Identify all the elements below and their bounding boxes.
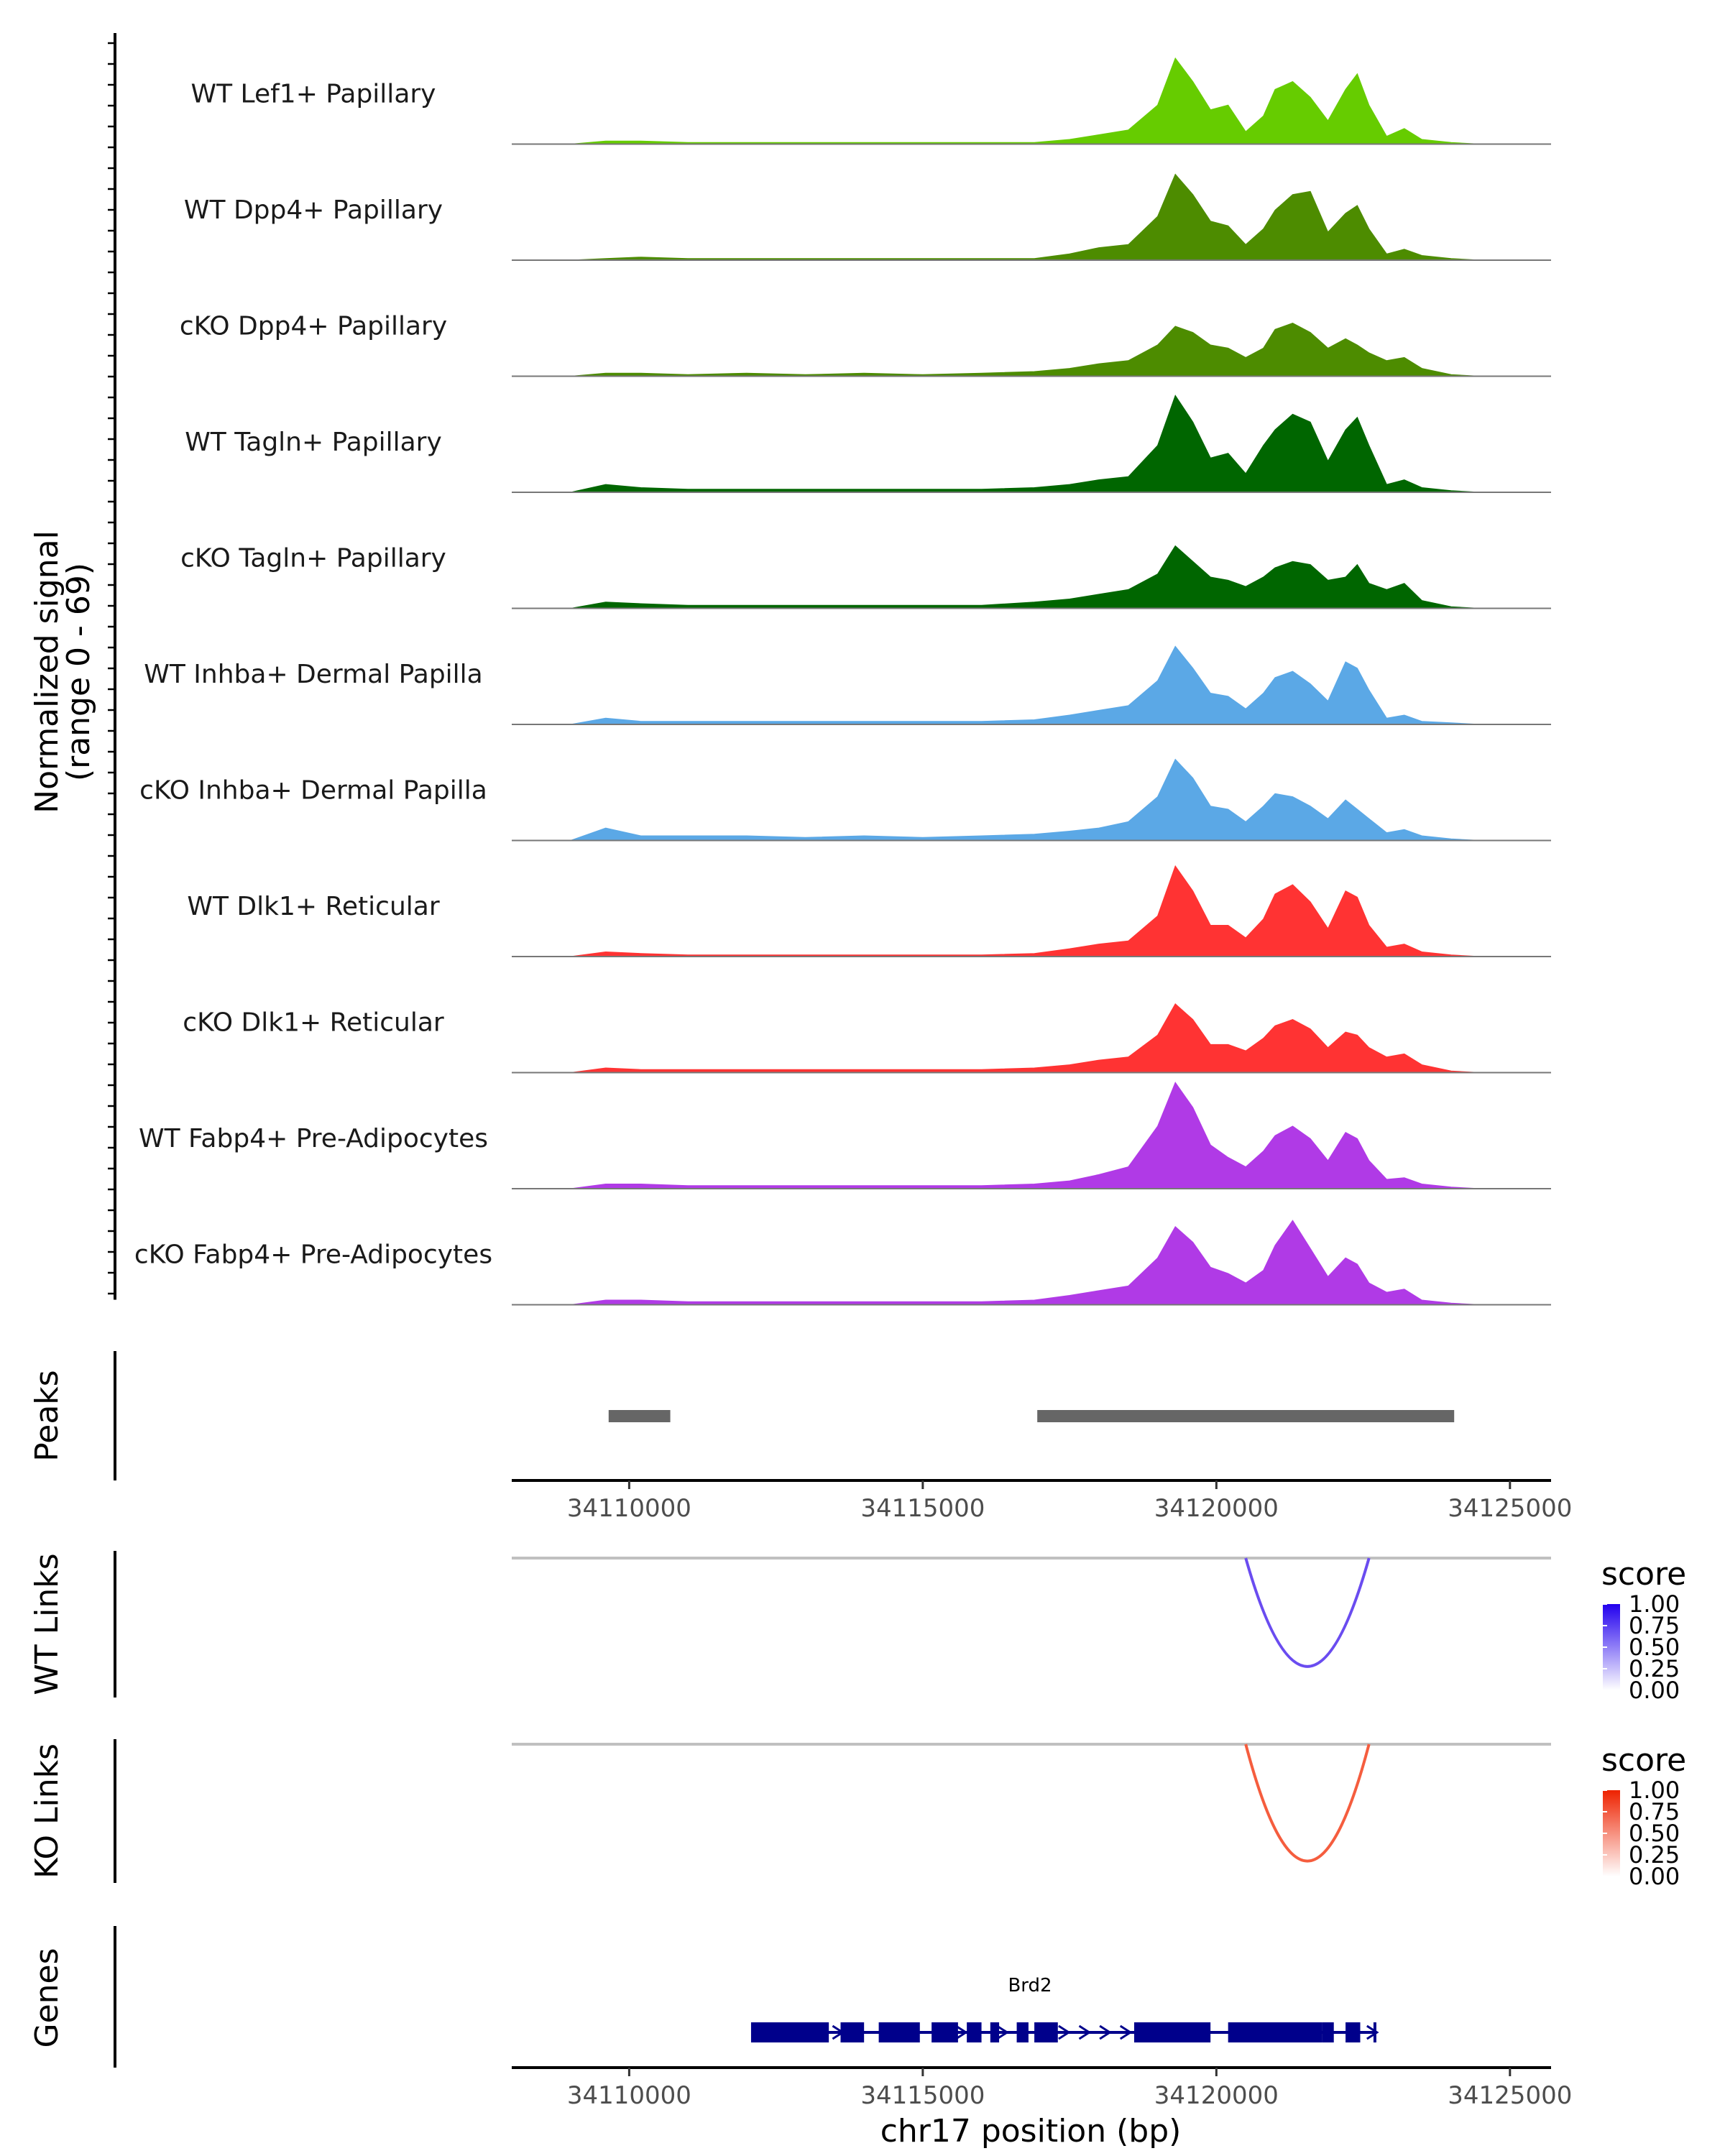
colorbar-tick-label: 0.25 xyxy=(1629,1841,1680,1869)
x-axis-title: chr17 position (bp) xyxy=(880,2113,1182,2150)
strand-chevron xyxy=(996,2024,1009,2040)
coverage-track-label: cKO Dpp4+ Papillary xyxy=(180,312,447,341)
coverage-area xyxy=(512,1003,1551,1073)
coverage-area xyxy=(512,645,1551,725)
links-panel xyxy=(114,1551,1551,1883)
coverage-panel: WT Lef1+ Papillary WT Dpp4+ Papillary cKO … xyxy=(108,33,1551,1306)
peaks-panel xyxy=(114,1351,1455,1480)
score-legends: 1.000.750.500.250.001.000.750.500.250.00 xyxy=(1603,1590,1680,1890)
coverage-track-label: cKO Tagln+ Papillary xyxy=(180,544,446,573)
gene-exon xyxy=(1228,2022,1322,2042)
gene-exon xyxy=(878,2022,920,2042)
coverage-area xyxy=(512,57,1551,144)
strand-chevron xyxy=(955,2024,968,2040)
peak-interval xyxy=(608,1410,671,1422)
x-axis-tick-label: 34110000 xyxy=(567,1494,691,1523)
coverage-area xyxy=(512,758,1551,841)
coverage-area xyxy=(512,395,1551,493)
gene-exon xyxy=(1346,2022,1361,2042)
coverage-track-label: cKO Dlk1+ Reticular xyxy=(183,1008,444,1038)
coverage-track-label: WT Dpp4+ Papillary xyxy=(184,195,443,225)
colorbar-tick-label: 0.75 xyxy=(1629,1612,1680,1639)
link-arc xyxy=(1244,1557,1371,1668)
strand-chevron xyxy=(1366,2024,1379,2040)
coverage-track-label: WT Lef1+ Papillary xyxy=(191,80,436,109)
colorbar-tick-label: 1.00 xyxy=(1629,1777,1680,1804)
ko-links-legend-title: score xyxy=(1601,1742,1686,1779)
gene-exon xyxy=(1016,2022,1029,2042)
coverage-area xyxy=(512,1082,1551,1189)
gene-exon xyxy=(1133,2022,1211,2042)
genes-track-label: Genes xyxy=(29,1948,65,2047)
strand-chevron xyxy=(1058,2024,1071,2040)
x-axis-top: 34110000 34115000 34120000 34125000 xyxy=(512,1479,1572,1523)
peak-interval xyxy=(1037,1410,1455,1422)
peaks-track-label: Peaks xyxy=(29,1370,65,1461)
strand-chevron xyxy=(1078,2024,1092,2040)
x-axis-tick-label: 34125000 xyxy=(1448,2081,1572,2110)
link-arc xyxy=(1244,1743,1371,1863)
coverage-y-axis-range: (range 0 - 69) xyxy=(60,563,97,781)
ko-links-track-label: KO Links xyxy=(29,1743,65,1879)
wt-links-track-label: WT Links xyxy=(29,1553,65,1695)
colorbar-tick-label: 0.00 xyxy=(1629,1863,1680,1890)
x-axis-bottom: 34110000 34115000 34120000 34125000 xyxy=(512,2066,1572,2110)
colorbar-tick-label: 0.75 xyxy=(1629,1798,1680,1825)
x-axis-tick-label: 34125000 xyxy=(1448,1494,1572,1523)
colorbar-tick-label: 0.50 xyxy=(1629,1634,1680,1661)
genes-panel xyxy=(114,1926,1379,2068)
coverage-area xyxy=(512,173,1551,261)
gene-exon xyxy=(752,2022,829,2042)
colorbar-tick-label: 0.00 xyxy=(1629,1677,1680,1704)
coverage-track-label: cKO Fabp4+ Pre-Adipocytes xyxy=(134,1240,492,1270)
gene-exon xyxy=(932,2022,958,2042)
x-axis-tick-label: 34120000 xyxy=(1154,2081,1279,2110)
strand-chevron xyxy=(1119,2024,1133,2040)
coverage-area xyxy=(512,1220,1551,1305)
strand-chevron xyxy=(1099,2024,1112,2040)
coverage-area xyxy=(512,323,1551,377)
gene-exon xyxy=(967,2022,982,2042)
x-axis-tick-label: 34110000 xyxy=(567,2081,691,2110)
coverage-y-axis-label: Normalized signal xyxy=(29,530,65,814)
coverage-area xyxy=(512,545,1551,609)
gene-label-brd2: Brd2 xyxy=(1008,1975,1052,1996)
x-axis-tick-label: 34115000 xyxy=(860,2081,985,2110)
coverage-track-label: WT Dlk1+ Reticular xyxy=(187,892,439,921)
colorbar-tick-label: 0.50 xyxy=(1629,1820,1680,1847)
colorbar-tick-label: 1.00 xyxy=(1629,1590,1680,1618)
coverage-track-label: WT Fabp4+ Pre-Adipocytes xyxy=(139,1124,488,1153)
gene-exon xyxy=(840,2022,865,2042)
coverage-track-label: WT Inhba+ Dermal Papilla xyxy=(144,660,482,689)
x-axis-tick-label: 34120000 xyxy=(1154,1494,1279,1523)
coverage-track-label: WT Tagln+ Papillary xyxy=(185,428,442,457)
gene-exon xyxy=(1322,2022,1334,2042)
wt-links-legend-title: score xyxy=(1601,1556,1686,1593)
gene-exon xyxy=(1034,2022,1058,2042)
colorbar-tick-label: 0.25 xyxy=(1629,1655,1680,1682)
coverage-track-label: cKO Inhba+ Dermal Papilla xyxy=(139,776,487,806)
x-axis-tick-label: 34115000 xyxy=(860,1494,985,1523)
gene-exon xyxy=(990,2022,1000,2042)
coverage-area xyxy=(512,865,1551,957)
